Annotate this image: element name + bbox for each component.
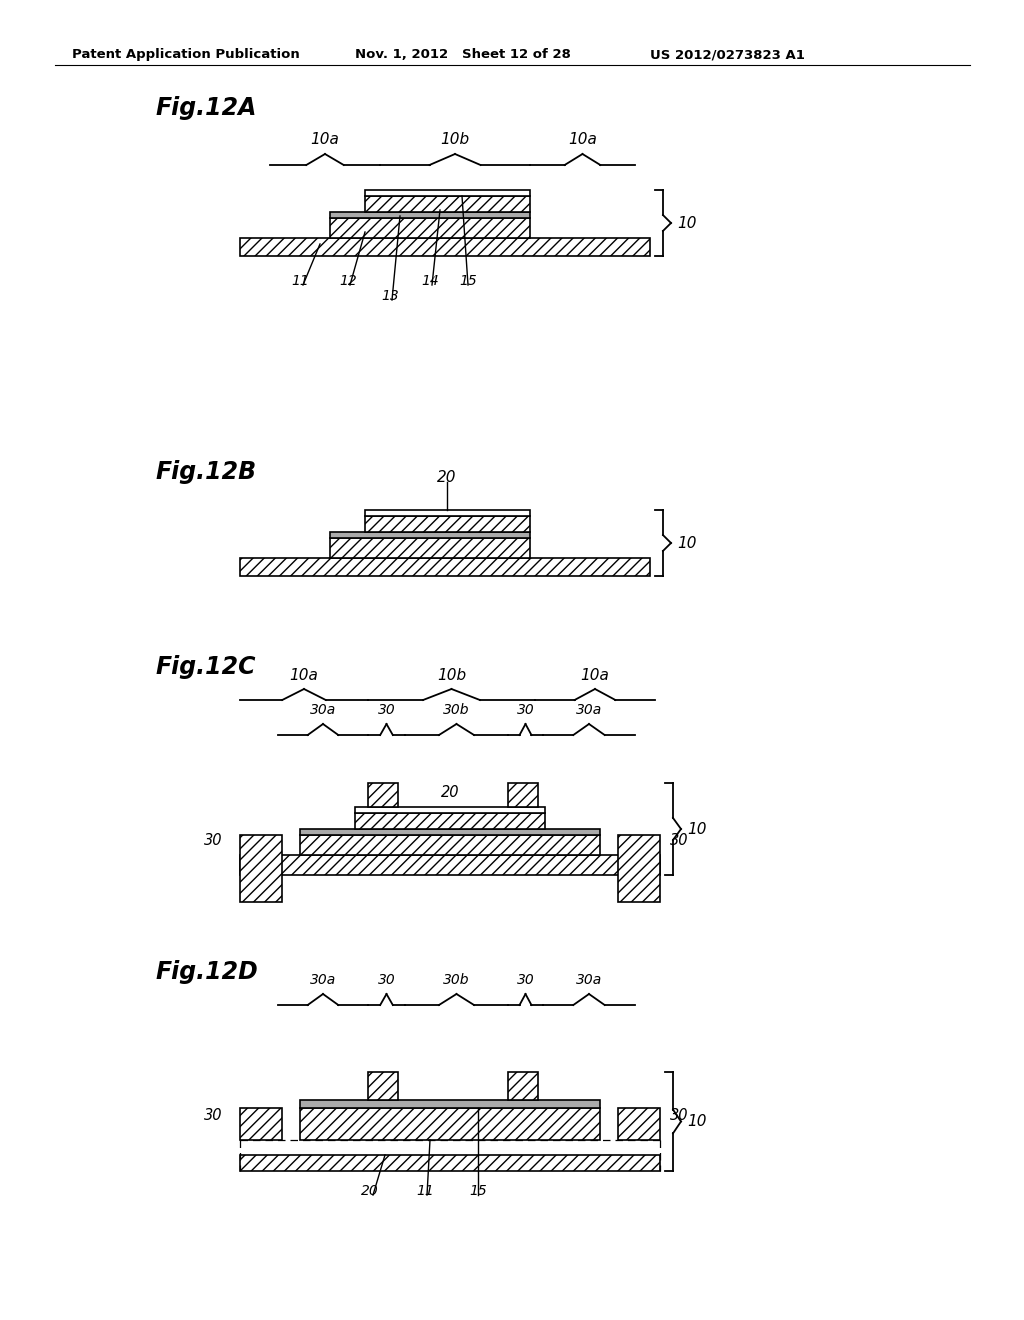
Bar xyxy=(365,516,530,532)
Bar xyxy=(355,807,545,813)
Text: 30a: 30a xyxy=(575,973,602,987)
Text: 12: 12 xyxy=(339,275,357,288)
Bar xyxy=(240,855,660,875)
Text: 30b: 30b xyxy=(443,973,470,987)
Text: Fig.12A: Fig.12A xyxy=(155,96,256,120)
Text: 30: 30 xyxy=(670,833,688,847)
Text: 10b: 10b xyxy=(437,668,466,682)
Bar xyxy=(368,1072,398,1100)
Text: 15: 15 xyxy=(469,1184,486,1199)
Text: US 2012/0273823 A1: US 2012/0273823 A1 xyxy=(650,48,805,61)
Text: 30: 30 xyxy=(204,833,222,847)
Bar xyxy=(368,783,398,807)
Text: 20: 20 xyxy=(437,470,457,484)
Text: Fig.12D: Fig.12D xyxy=(155,960,258,983)
Text: 10: 10 xyxy=(687,1114,707,1129)
Text: 13: 13 xyxy=(381,289,399,304)
Bar xyxy=(240,836,282,902)
Bar xyxy=(330,218,530,238)
Bar xyxy=(240,238,650,256)
Bar xyxy=(240,558,650,576)
Text: 10: 10 xyxy=(677,215,696,231)
Text: Fig.12B: Fig.12B xyxy=(155,459,256,484)
Text: 10: 10 xyxy=(687,821,707,837)
Text: 30b: 30b xyxy=(443,704,470,717)
Text: 30a: 30a xyxy=(310,704,336,717)
Text: 30a: 30a xyxy=(310,973,336,987)
Bar xyxy=(365,510,530,516)
Text: 10: 10 xyxy=(677,536,696,550)
Bar xyxy=(300,836,600,855)
Bar xyxy=(355,813,545,829)
Bar xyxy=(300,1100,600,1107)
Bar xyxy=(365,195,530,213)
Text: Fig.12C: Fig.12C xyxy=(155,655,256,678)
Text: 10a: 10a xyxy=(568,132,597,148)
Bar xyxy=(365,190,530,195)
Text: 10b: 10b xyxy=(440,132,470,148)
Text: 30: 30 xyxy=(517,704,535,717)
Text: 30: 30 xyxy=(378,973,395,987)
Text: 30a: 30a xyxy=(575,704,602,717)
Bar xyxy=(240,1155,660,1171)
Text: 10a: 10a xyxy=(310,132,339,148)
Bar xyxy=(300,1107,600,1140)
Bar xyxy=(618,836,660,902)
Text: 11: 11 xyxy=(416,1184,434,1199)
Text: 10a: 10a xyxy=(290,668,318,682)
Text: Nov. 1, 2012   Sheet 12 of 28: Nov. 1, 2012 Sheet 12 of 28 xyxy=(355,48,570,61)
Text: 30: 30 xyxy=(670,1107,688,1123)
Bar xyxy=(508,783,538,807)
Text: 30: 30 xyxy=(378,704,395,717)
Text: 10a: 10a xyxy=(581,668,609,682)
Bar xyxy=(300,829,600,836)
Text: 30: 30 xyxy=(517,973,535,987)
Bar xyxy=(508,1072,538,1100)
Text: Patent Application Publication: Patent Application Publication xyxy=(72,48,300,61)
Bar xyxy=(330,213,530,218)
Bar xyxy=(330,539,530,558)
Bar xyxy=(330,532,530,539)
Text: 15: 15 xyxy=(459,275,477,288)
Text: 14: 14 xyxy=(421,275,439,288)
Text: 20: 20 xyxy=(361,1184,379,1199)
Text: 30: 30 xyxy=(204,1107,222,1123)
Text: 11: 11 xyxy=(291,275,309,288)
Text: 20: 20 xyxy=(440,785,459,800)
Bar xyxy=(240,1107,282,1140)
Bar xyxy=(618,1107,660,1140)
